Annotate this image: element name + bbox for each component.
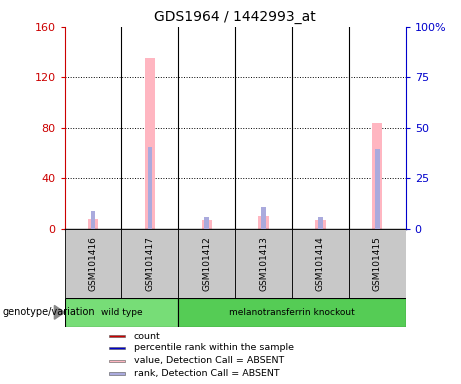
Title: GDS1964 / 1442993_at: GDS1964 / 1442993_at	[154, 10, 316, 25]
Bar	[65, 298, 178, 326]
Bar	[65, 229, 121, 298]
Bar	[145, 58, 155, 229]
Text: melanotransferrin knockout: melanotransferrin knockout	[229, 308, 355, 317]
Bar	[109, 372, 125, 375]
Bar	[315, 220, 325, 229]
Bar	[318, 217, 323, 229]
Text: GSM101415: GSM101415	[373, 236, 382, 291]
Bar	[261, 207, 266, 229]
Bar	[375, 149, 379, 229]
Text: count: count	[134, 332, 160, 341]
Bar	[178, 298, 406, 326]
Bar	[372, 123, 382, 229]
Text: GSM101416: GSM101416	[89, 236, 97, 291]
Text: value, Detection Call = ABSENT: value, Detection Call = ABSENT	[134, 356, 284, 365]
Bar	[259, 216, 269, 229]
Bar	[204, 217, 209, 229]
Bar	[201, 220, 212, 229]
Bar	[88, 218, 98, 229]
Bar	[349, 229, 406, 298]
Bar	[91, 211, 95, 229]
Text: rank, Detection Call = ABSENT: rank, Detection Call = ABSENT	[134, 369, 279, 378]
Bar	[109, 335, 125, 338]
Bar	[235, 229, 292, 298]
Bar	[148, 147, 152, 229]
Text: genotype/variation: genotype/variation	[2, 307, 95, 317]
Bar	[178, 229, 235, 298]
Text: GSM101414: GSM101414	[316, 236, 325, 291]
Text: GSM101412: GSM101412	[202, 236, 211, 291]
Text: percentile rank within the sample: percentile rank within the sample	[134, 343, 294, 353]
Bar	[121, 229, 178, 298]
Bar	[292, 229, 349, 298]
Text: GSM101413: GSM101413	[259, 236, 268, 291]
Bar	[109, 359, 125, 362]
Bar	[109, 347, 125, 349]
Text: wild type: wild type	[100, 308, 142, 317]
Text: GSM101417: GSM101417	[145, 236, 154, 291]
